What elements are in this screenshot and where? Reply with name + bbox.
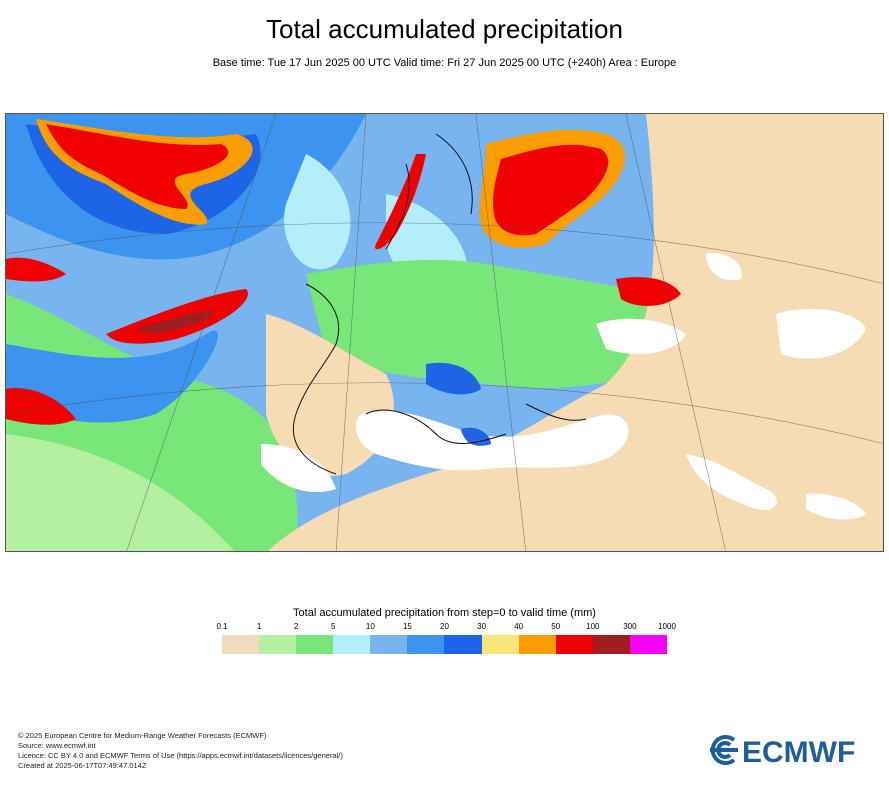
precip-band-50-atlantic bbox=[46, 124, 229, 209]
legend-tick-label: 5 bbox=[331, 622, 336, 631]
legend-swatch bbox=[444, 635, 482, 654]
legend-tick-label: 100 bbox=[586, 622, 600, 631]
dry-land-east bbox=[268, 114, 883, 551]
precip-band-50-ne bbox=[493, 144, 609, 236]
footer: © 2025 European Centre for Medium-Range … bbox=[18, 731, 343, 771]
legend-title: Total accumulated precipitation from ste… bbox=[293, 607, 596, 619]
footer-created: Created at 2025-06-17T07:49:47.014Z bbox=[18, 761, 147, 770]
precip-band-5 bbox=[284, 154, 351, 270]
ecmwf-logo: ECMWF bbox=[706, 734, 876, 769]
dry-sea-west bbox=[261, 444, 336, 493]
precip-band-1 bbox=[6, 434, 235, 551]
dry-sea-mediterranean bbox=[356, 411, 629, 471]
legend-tick-label: 30 bbox=[477, 622, 487, 631]
precip-band-50-southwest bbox=[6, 388, 76, 425]
legend-swatch bbox=[222, 635, 260, 654]
legend-tick-label: 2 bbox=[293, 622, 299, 631]
footer-licence: Licence: CC BY 4.0 and ECMWF Terms of Us… bbox=[18, 751, 343, 760]
legend-swatch bbox=[333, 635, 371, 654]
footer-copyright: © 2025 European Centre for Medium-Range … bbox=[18, 731, 267, 740]
legend-swatch bbox=[518, 635, 556, 654]
legend-tick-label: 20 bbox=[440, 622, 449, 631]
chart-title: Total accumulated precipitation bbox=[266, 14, 623, 44]
dry-sea-caspian-north bbox=[706, 253, 742, 281]
legend-swatch bbox=[481, 635, 519, 654]
dry-sea-gulf bbox=[806, 493, 866, 520]
legend-swatch bbox=[629, 635, 667, 654]
dry-sea-red bbox=[686, 454, 777, 510]
legend-tick-label: 15 bbox=[402, 622, 412, 631]
legend-swatch bbox=[370, 635, 408, 654]
legend-tick-label: 50 bbox=[551, 622, 561, 631]
legend-swatch bbox=[296, 635, 334, 654]
precip-band-50-west bbox=[6, 257, 66, 282]
precip-band-15b bbox=[6, 330, 218, 423]
legend-swatch bbox=[592, 635, 630, 654]
footer-source: Source: www.ecmwf.int bbox=[18, 741, 96, 750]
ecmwf-logo-text: ECMWF bbox=[742, 736, 855, 766]
legend-tick-label: 40 bbox=[514, 622, 524, 631]
graticule-lines bbox=[6, 114, 883, 551]
coastlines bbox=[292, 133, 587, 475]
precip-band-20-italy bbox=[461, 427, 491, 446]
precip-band-20-alps bbox=[426, 362, 481, 395]
precip-band-europe bbox=[306, 259, 656, 389]
legend-tick-label: 0.1 bbox=[216, 622, 228, 631]
dry-sea-black bbox=[596, 318, 686, 354]
legend-tick-label: 1 bbox=[256, 622, 262, 631]
legend-tick-label: 300 bbox=[623, 622, 637, 631]
legend-swatch bbox=[407, 635, 445, 654]
precip-band-100-midatlantic bbox=[136, 310, 216, 334]
map-canvas bbox=[6, 114, 883, 551]
legend-tick-label: 10 bbox=[365, 622, 375, 631]
legend-swatch bbox=[555, 635, 593, 654]
legend-labels: 0.1 1 2 5 10 15 20 30 40 50 100 300 1000 bbox=[216, 622, 675, 632]
chart-subtitle: Base time: Tue 17 Jun 2025 00 UTC Valid … bbox=[212, 57, 677, 69]
ecmwf-logo-icon: ECMWF bbox=[710, 735, 855, 769]
legend-colorbar bbox=[222, 635, 667, 654]
legend-swatch bbox=[259, 635, 297, 654]
legend-tick-label: 1000 bbox=[658, 622, 676, 631]
precipitation-map bbox=[5, 113, 884, 552]
dry-sea-east bbox=[776, 309, 866, 359]
precip-band-50-norway bbox=[375, 154, 426, 250]
